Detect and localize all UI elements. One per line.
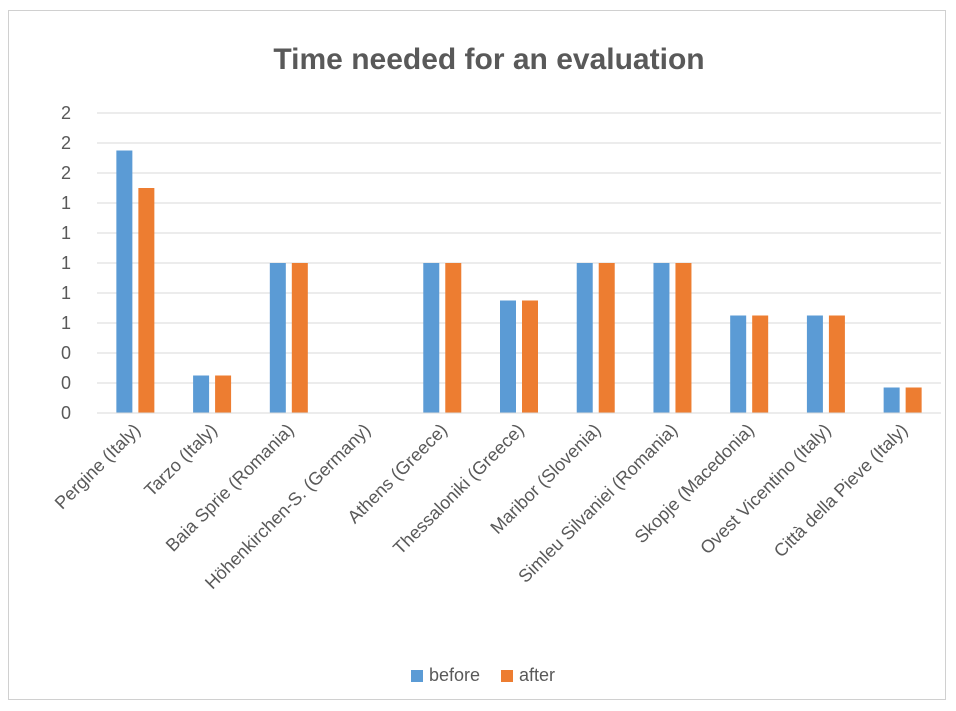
chart-frame: Time needed for an evaluation 0 0 0 1 1 1 1 1 2 2… (8, 10, 946, 700)
x-tick-label: Höhenkirchen-S. (Germany) (201, 420, 374, 593)
y-tick-label: 1 (61, 253, 71, 273)
bar-before (653, 263, 670, 413)
y-axis-ticks: 0 0 0 1 1 1 1 1 2 2 2 (61, 103, 71, 423)
bar-after (138, 188, 155, 413)
chart-title: Time needed for an evaluation (273, 43, 704, 76)
bar-before (883, 387, 900, 413)
y-tick-label: 0 (61, 373, 71, 393)
x-tick-label: Baia Sprie (Romania) (162, 420, 298, 556)
y-tick-label: 2 (61, 133, 71, 153)
bar-after (215, 375, 232, 413)
y-tick-label: 0 (61, 343, 71, 363)
bar-after (905, 387, 922, 413)
bar-after (598, 263, 615, 413)
bar-after (828, 315, 845, 413)
bars (116, 150, 922, 413)
bar-after (752, 315, 769, 413)
x-tick-label: Ovest Vicentino (Italy) (696, 420, 834, 558)
bar-before (116, 150, 133, 413)
legend-label-after: after (519, 665, 555, 685)
bar-before (730, 315, 747, 413)
legend-swatch-after (501, 670, 513, 682)
bar-before (193, 375, 210, 413)
x-tick-label: Città della Pieve (Italy) (770, 420, 911, 561)
bar-before (423, 263, 440, 413)
legend-label-before: before (429, 665, 480, 685)
bar-after (445, 263, 462, 413)
x-axis-labels: Pergine (Italy)Tarzo (Italy)Baia Sprie (… (51, 420, 912, 593)
y-tick-label: 1 (61, 193, 71, 213)
bar-after (675, 263, 692, 413)
x-tick-label: Tarzo (Italy) (140, 420, 221, 501)
bar-before (576, 263, 593, 413)
bar-after (291, 263, 308, 413)
y-tick-label: 1 (61, 223, 71, 243)
y-tick-label: 2 (61, 103, 71, 123)
bar-before (269, 263, 286, 413)
y-tick-label: 2 (61, 163, 71, 183)
gridlines (97, 112, 941, 384)
legend: before after (411, 665, 555, 685)
y-tick-label: 1 (61, 313, 71, 333)
x-tick-label: Thessaloniki (Greece) (389, 420, 528, 559)
y-tick-label: 0 (61, 403, 71, 423)
bar-before (500, 300, 516, 413)
y-tick-label: 1 (61, 283, 71, 303)
x-tick-label: Simleu Silvaniei (Romania) (514, 420, 681, 587)
bar-before (806, 315, 823, 413)
bar-after (522, 300, 538, 413)
bar-chart: Time needed for an evaluation 0 0 0 1 1 1 1 1 2 2… (51, 43, 941, 685)
x-tick-label: Pergine (Italy) (51, 420, 144, 513)
legend-swatch-before (411, 670, 423, 682)
